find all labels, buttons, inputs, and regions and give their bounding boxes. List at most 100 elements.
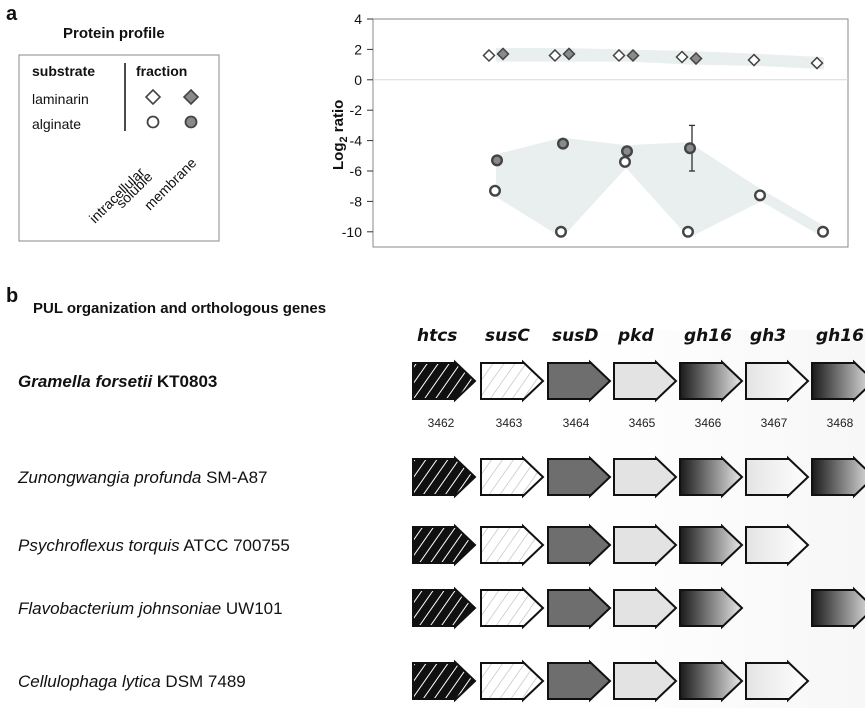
point-laminarin-membrane [689,51,703,66]
locus-tag: 3463 [496,416,523,430]
point-laminarin-membrane [496,47,510,61]
gene-arrow-pkd [613,659,678,703]
point-laminarin-soluble [810,56,824,70]
legend-marker-alginate-membrane [184,115,198,129]
gene-arrow-susD [547,659,612,703]
gene-header-gh16: gh16 [816,326,864,346]
organism-strain: KT0803 [152,372,217,391]
legend-substrate-header: substrate [32,63,95,79]
locus-tag: 3464 [563,416,590,430]
gene-arrow-gh3 [745,523,810,567]
gene-arrow-susC [480,455,545,499]
point-laminarin-soluble [747,53,761,67]
point-laminarin-soluble [612,48,626,63]
legend-substrate-alginate: alginate [32,116,81,132]
legend-box [18,54,220,242]
panel-b-label: b [6,285,18,307]
gene-arrow-gh16 [811,455,865,499]
organism-name: Psychroflexus torquis [18,536,180,555]
point-alginate-soluble [555,225,568,238]
gene-arrow-gh16 [679,455,744,499]
point-alginate-membrane [557,137,570,150]
gene-arrow-susC [480,359,545,403]
point-laminarin-membrane [626,48,640,63]
gene-arrow-susC [480,523,545,567]
gene-arrow-pkd [613,523,678,567]
y-tick-label: -10 [342,224,362,240]
gene-arrow-susD [547,523,612,567]
locus-tag: 3465 [629,416,656,430]
gene-arrow-htcs [412,359,477,403]
legend-substrate-laminarin: laminarin [32,91,89,107]
point-laminarin-membrane [562,47,576,61]
locus-tag: 3468 [827,416,854,430]
y-axis-label-rest: ratio [330,100,347,137]
point-alginate-membrane [621,145,634,158]
y-tick-label: -4 [350,133,363,149]
gene-arrow-susC [480,659,545,703]
point-alginate-soluble [682,225,695,238]
gene-arrow-gh16 [679,523,744,567]
y-axis-label: Log2 ratio [330,100,350,170]
organism-strain: SM-A87 [201,468,267,487]
y-axis-label-sub: 2 [338,136,350,142]
gene-arrow-gh16 [679,586,744,630]
organism-strain: UW101 [221,599,282,618]
gene-header-pkd: pkd [617,326,654,346]
point-laminarin-soluble [675,50,689,64]
gene-arrow-gh3 [745,455,810,499]
organism-name: Gramella forsetii [18,372,153,391]
locus-tags: 3462 3463 3464 3465 3466 3467 3468 [428,416,854,430]
locus-tag: 3466 [695,416,722,430]
gene-arrow-htcs [412,523,477,567]
gene-arrow-gh16 [679,359,744,403]
gene-header-susC: susC [485,326,530,346]
y-tick-label: -2 [350,102,363,118]
gene-arrow-gh16 [679,659,744,703]
legend-marker-laminarin-membrane [182,88,200,106]
organism-name: Zunongwangia profunda [17,468,201,487]
locus-tag: 3462 [428,416,455,430]
log-ratio-chart: 420-2-4-6-8-10 Log2 ratio [330,11,849,248]
gene-arrow-gh16 [811,359,865,403]
gene-arrow-gh16 [811,586,865,630]
gene-header-htcs: htcs [417,326,457,346]
gene-arrow-htcs [412,455,477,499]
gene-arrow-gh3 [745,659,810,703]
organism-label: Zunongwangia profunda SM-A87 [17,468,268,487]
y-tick-label: -6 [350,163,363,179]
point-alginate-soluble [619,155,632,168]
panel-b-title: PUL organization and orthologous genes [33,300,326,317]
point-alginate-soluble [817,225,830,238]
gene-arrow-susC [480,586,545,630]
organism-name: Cellulophaga lytica [18,672,161,691]
y-axis-label-main: Log [330,143,347,171]
y-tick-label: -8 [350,193,363,209]
gene-arrow-htcs [412,659,477,703]
y-tick-label: 4 [354,11,362,27]
point-alginate-membrane [491,154,504,167]
gene-arrow-pkd [613,586,678,630]
organism-labels: Gramella forsetii KT0803 Zunongwangia pro… [17,372,290,691]
point-laminarin-soluble [482,48,496,63]
gene-header-susD: susD [552,326,598,346]
gene-arrow-susD [547,586,612,630]
organism-label: Gramella forsetii KT0803 [18,372,217,391]
gene-arrow-pkd [613,455,678,499]
organism-label: Flavobacterium johnsoniae UW101 [18,599,283,618]
alginate-band [496,137,824,238]
panel-a-label: a [6,3,18,25]
organism-label: Cellulophaga lytica DSM 7489 [18,672,246,691]
point-alginate-soluble [754,189,767,202]
gene-arrow-susD [547,359,612,403]
point-alginate-membrane [684,142,697,155]
locus-tag: 3467 [761,416,788,430]
gene-headers: htcs susC susD pkd gh16 gh3 gh16 [417,326,864,346]
legend-marker-alginate-soluble [146,115,160,129]
legend-title: Protein profile [63,25,165,42]
y-tick-label: 2 [354,41,362,57]
organism-name: Flavobacterium johnsoniae [18,599,221,618]
legend-fraction-header: fraction [136,63,187,79]
legend-marker-laminarin-soluble [144,88,162,106]
